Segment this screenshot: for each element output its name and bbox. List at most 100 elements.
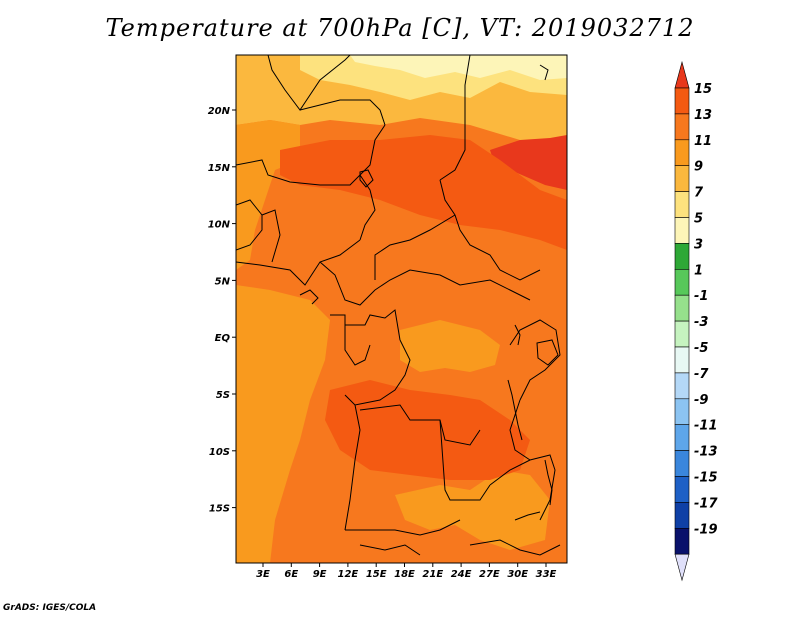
lake-kariba-outline	[514, 511, 541, 521]
longitude-label: 27E	[479, 569, 500, 580]
latitude-label: EQ	[215, 333, 231, 344]
border-line	[439, 419, 491, 501]
colorbar-swatch	[674, 346, 690, 374]
colorbar-bottom-arrow	[674, 553, 690, 582]
colorbar-label: 7	[694, 186, 704, 201]
border-line	[359, 124, 386, 176]
colorbar-label: 3	[694, 237, 703, 252]
lake-chad-outline	[359, 169, 374, 188]
colorbar-swatch	[674, 113, 690, 141]
colorbar-label: 15	[694, 82, 712, 97]
colorbar-label: -13	[694, 445, 718, 460]
latitude-label: 10S	[209, 447, 230, 458]
temperature-hot-northeast-region	[490, 135, 567, 190]
colorbar-swatch	[674, 139, 690, 167]
colorbar-label: -19	[694, 522, 718, 537]
colorbar-swatch	[674, 398, 690, 425]
border-line	[469, 539, 561, 556]
border-line	[261, 209, 281, 263]
longitude-labels: 3E 6E 9E 12E 15E 18E 21E 24E 27E 30E 33E	[256, 563, 557, 580]
colorbar-swatch	[674, 165, 690, 192]
colorbar-swatch	[674, 191, 690, 218]
colorbar-swatch	[674, 502, 690, 529]
lake-tanganyika-outline	[507, 379, 523, 441]
colorbar-label: 9	[694, 160, 703, 175]
colorbar-label: 5	[694, 212, 703, 227]
colorbar-swatch	[674, 294, 690, 322]
colorbar-swatch	[674, 476, 690, 503]
latitude-label: 20N	[208, 106, 231, 117]
colorbar-label: -9	[694, 393, 708, 408]
temperature-warm-north-region	[280, 135, 567, 250]
colorbar-swatch	[674, 268, 690, 296]
colorbar-label: -5	[694, 341, 708, 356]
longitude-label: 6E	[284, 569, 298, 580]
longitude-label: 12E	[338, 569, 359, 580]
border-line	[439, 179, 541, 281]
border-line	[509, 399, 531, 461]
coastline-niger-delta	[299, 289, 319, 305]
colorbar-swatch	[674, 450, 690, 477]
latitude-label: 15S	[209, 504, 230, 515]
colorbar-swatch	[674, 217, 690, 244]
colorbar-label: -7	[694, 367, 709, 382]
border-line	[489, 454, 556, 521]
lake-albert-outline	[514, 324, 521, 346]
longitude-label: 30E	[507, 569, 528, 580]
border-line	[439, 55, 471, 181]
lake-malawi-outline	[544, 459, 553, 506]
temperature-warm-center-region	[325, 380, 530, 480]
longitude-label: 18E	[394, 569, 415, 580]
map-frame	[235, 54, 568, 564]
border-line	[319, 261, 531, 306]
border-line	[374, 214, 456, 280]
latitude-label: 5S	[216, 390, 230, 401]
country-borders	[236, 55, 561, 556]
border-line	[359, 544, 421, 556]
longitude-label: 9E	[313, 569, 327, 580]
grads-credit: GrADS: IGES/COLA	[3, 603, 97, 613]
colorbar-swatch	[674, 320, 690, 348]
border-line	[236, 239, 361, 286]
colorbar-swatch	[674, 424, 690, 451]
colorbar-swatch	[674, 243, 690, 270]
border-line	[299, 99, 386, 126]
longitude-label: 21E	[422, 569, 443, 580]
temperature-mild-center-region	[400, 320, 500, 372]
border-line	[509, 319, 561, 401]
colorbar-label: -11	[694, 419, 718, 434]
colorbar-top-arrow	[674, 60, 690, 89]
temperature-field	[236, 55, 567, 563]
temperature-palest-north-region	[350, 55, 567, 80]
border-line	[236, 199, 263, 251]
latitude-labels: 20N 15N 10N 5N EQ 5S 10S 15S	[208, 106, 236, 515]
latitude-label: 5N	[215, 276, 231, 287]
lakes	[299, 64, 559, 521]
red-sea-coast	[539, 64, 549, 81]
latitude-label: 15N	[208, 163, 231, 174]
border-line	[236, 159, 361, 186]
temperature-mild-southwest-region	[236, 285, 330, 563]
colorbar-label: -1	[694, 289, 708, 304]
longitude-label: 33E	[536, 569, 557, 580]
lake-victoria-outline	[536, 339, 559, 366]
colorbar-swatch	[674, 372, 690, 400]
longitude-label: 3E	[256, 569, 270, 580]
colorbar-swatch	[674, 87, 690, 115]
border-line	[344, 404, 361, 531]
latitude-label: 10N	[208, 220, 231, 231]
colorbar-label: -15	[694, 471, 718, 486]
colorbar-label: -3	[694, 315, 708, 330]
colorbar-label: 1	[694, 263, 703, 278]
longitude-label: 24E	[451, 569, 472, 580]
border-line	[330, 309, 401, 341]
colorbar-label: -17	[694, 496, 718, 511]
temperature-mild-south-region	[395, 470, 550, 550]
colorbar: 15 13 11 9 7 5 3 1 -1 -3 -5 -7 -9 -11 -13 -15 -17 -19	[674, 60, 718, 582]
map-title: Temperature at 700hPa [C], VT: 201903271…	[105, 14, 695, 42]
border-line	[344, 325, 371, 366]
longitude-label: 15E	[366, 569, 387, 580]
colorbar-swatch	[674, 527, 690, 555]
colorbar-label: 11	[694, 134, 712, 149]
